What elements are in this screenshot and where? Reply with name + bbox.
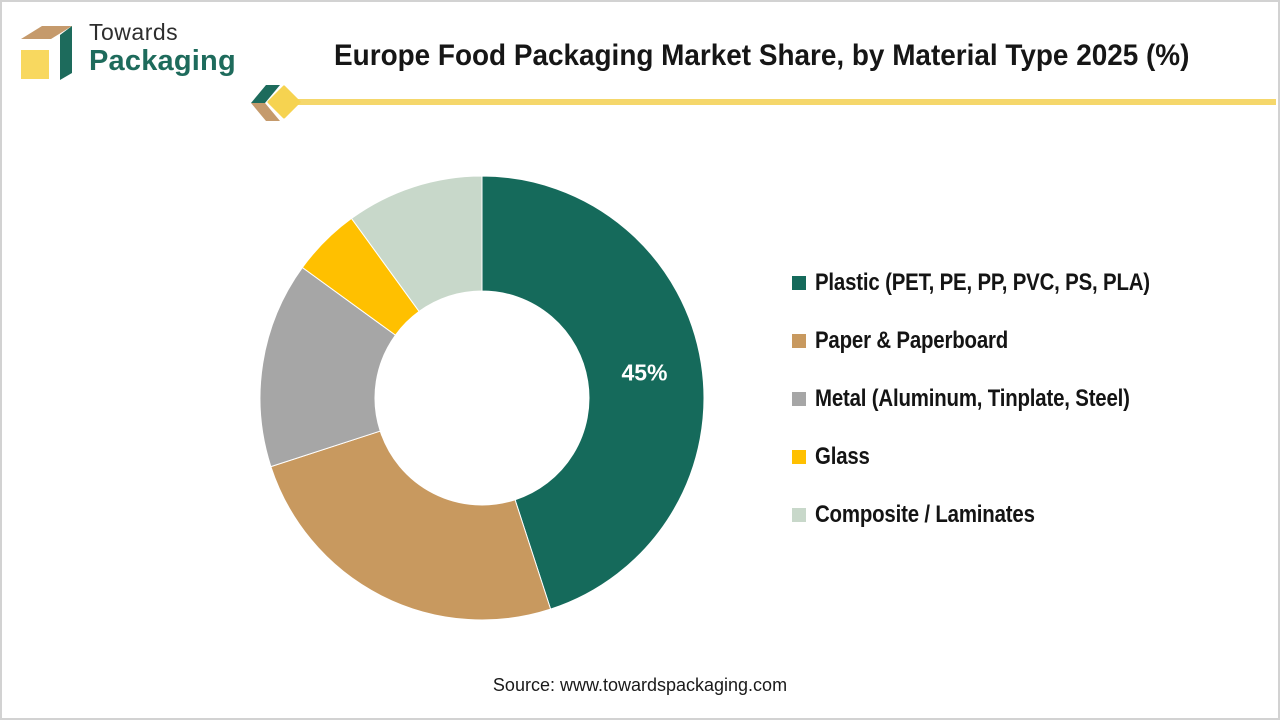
legend-label: Metal (Aluminum, Tinplate, Steel) [815,385,1130,412]
legend-item: Plastic (PET, PE, PP, PVC, PS, PLA) [792,267,1209,299]
legend-swatch [792,392,806,406]
legend-swatch [792,276,806,290]
legend-label: Glass [815,443,870,470]
chart-title: Europe Food Packaging Market Share, by M… [334,39,1190,72]
legend-label: Plastic (PET, PE, PP, PVC, PS, PLA) [815,269,1150,296]
source-text: Source: www.towardspackaging.com [492,675,788,695]
legend-item: Metal (Aluminum, Tinplate, Steel) [792,383,1209,415]
legend-item: Glass [792,441,1209,473]
divider-diamond-icon [251,85,301,121]
legend-label: Composite / Laminates [815,501,1035,528]
legend-item: Paper & Paperboard [792,325,1209,357]
donut-data-label: 45% [621,359,667,385]
donut-slice-1 [481,175,705,610]
legend-swatch [792,508,806,522]
logo-box-icon [21,26,72,80]
logo-wordmark: Towards Packaging [89,19,236,76]
chart-legend: Plastic (PET, PE, PP, PVC, PS, PLA) Pape… [792,267,1209,557]
donut-chart: 45% [259,175,705,621]
logo-text-towards: Towards [89,19,179,45]
donut-slice-3 [259,266,397,468]
divider-line [298,99,1276,105]
legend-item: Composite / Laminates [792,499,1209,531]
legend-label: Paper & Paperboard [815,327,1009,354]
legend-swatch [792,450,806,464]
legend-swatch [792,334,806,348]
donut-slice-5 [350,175,483,313]
donut-slice-2 [270,430,552,621]
logo-text-packaging: Packaging [89,45,236,77]
